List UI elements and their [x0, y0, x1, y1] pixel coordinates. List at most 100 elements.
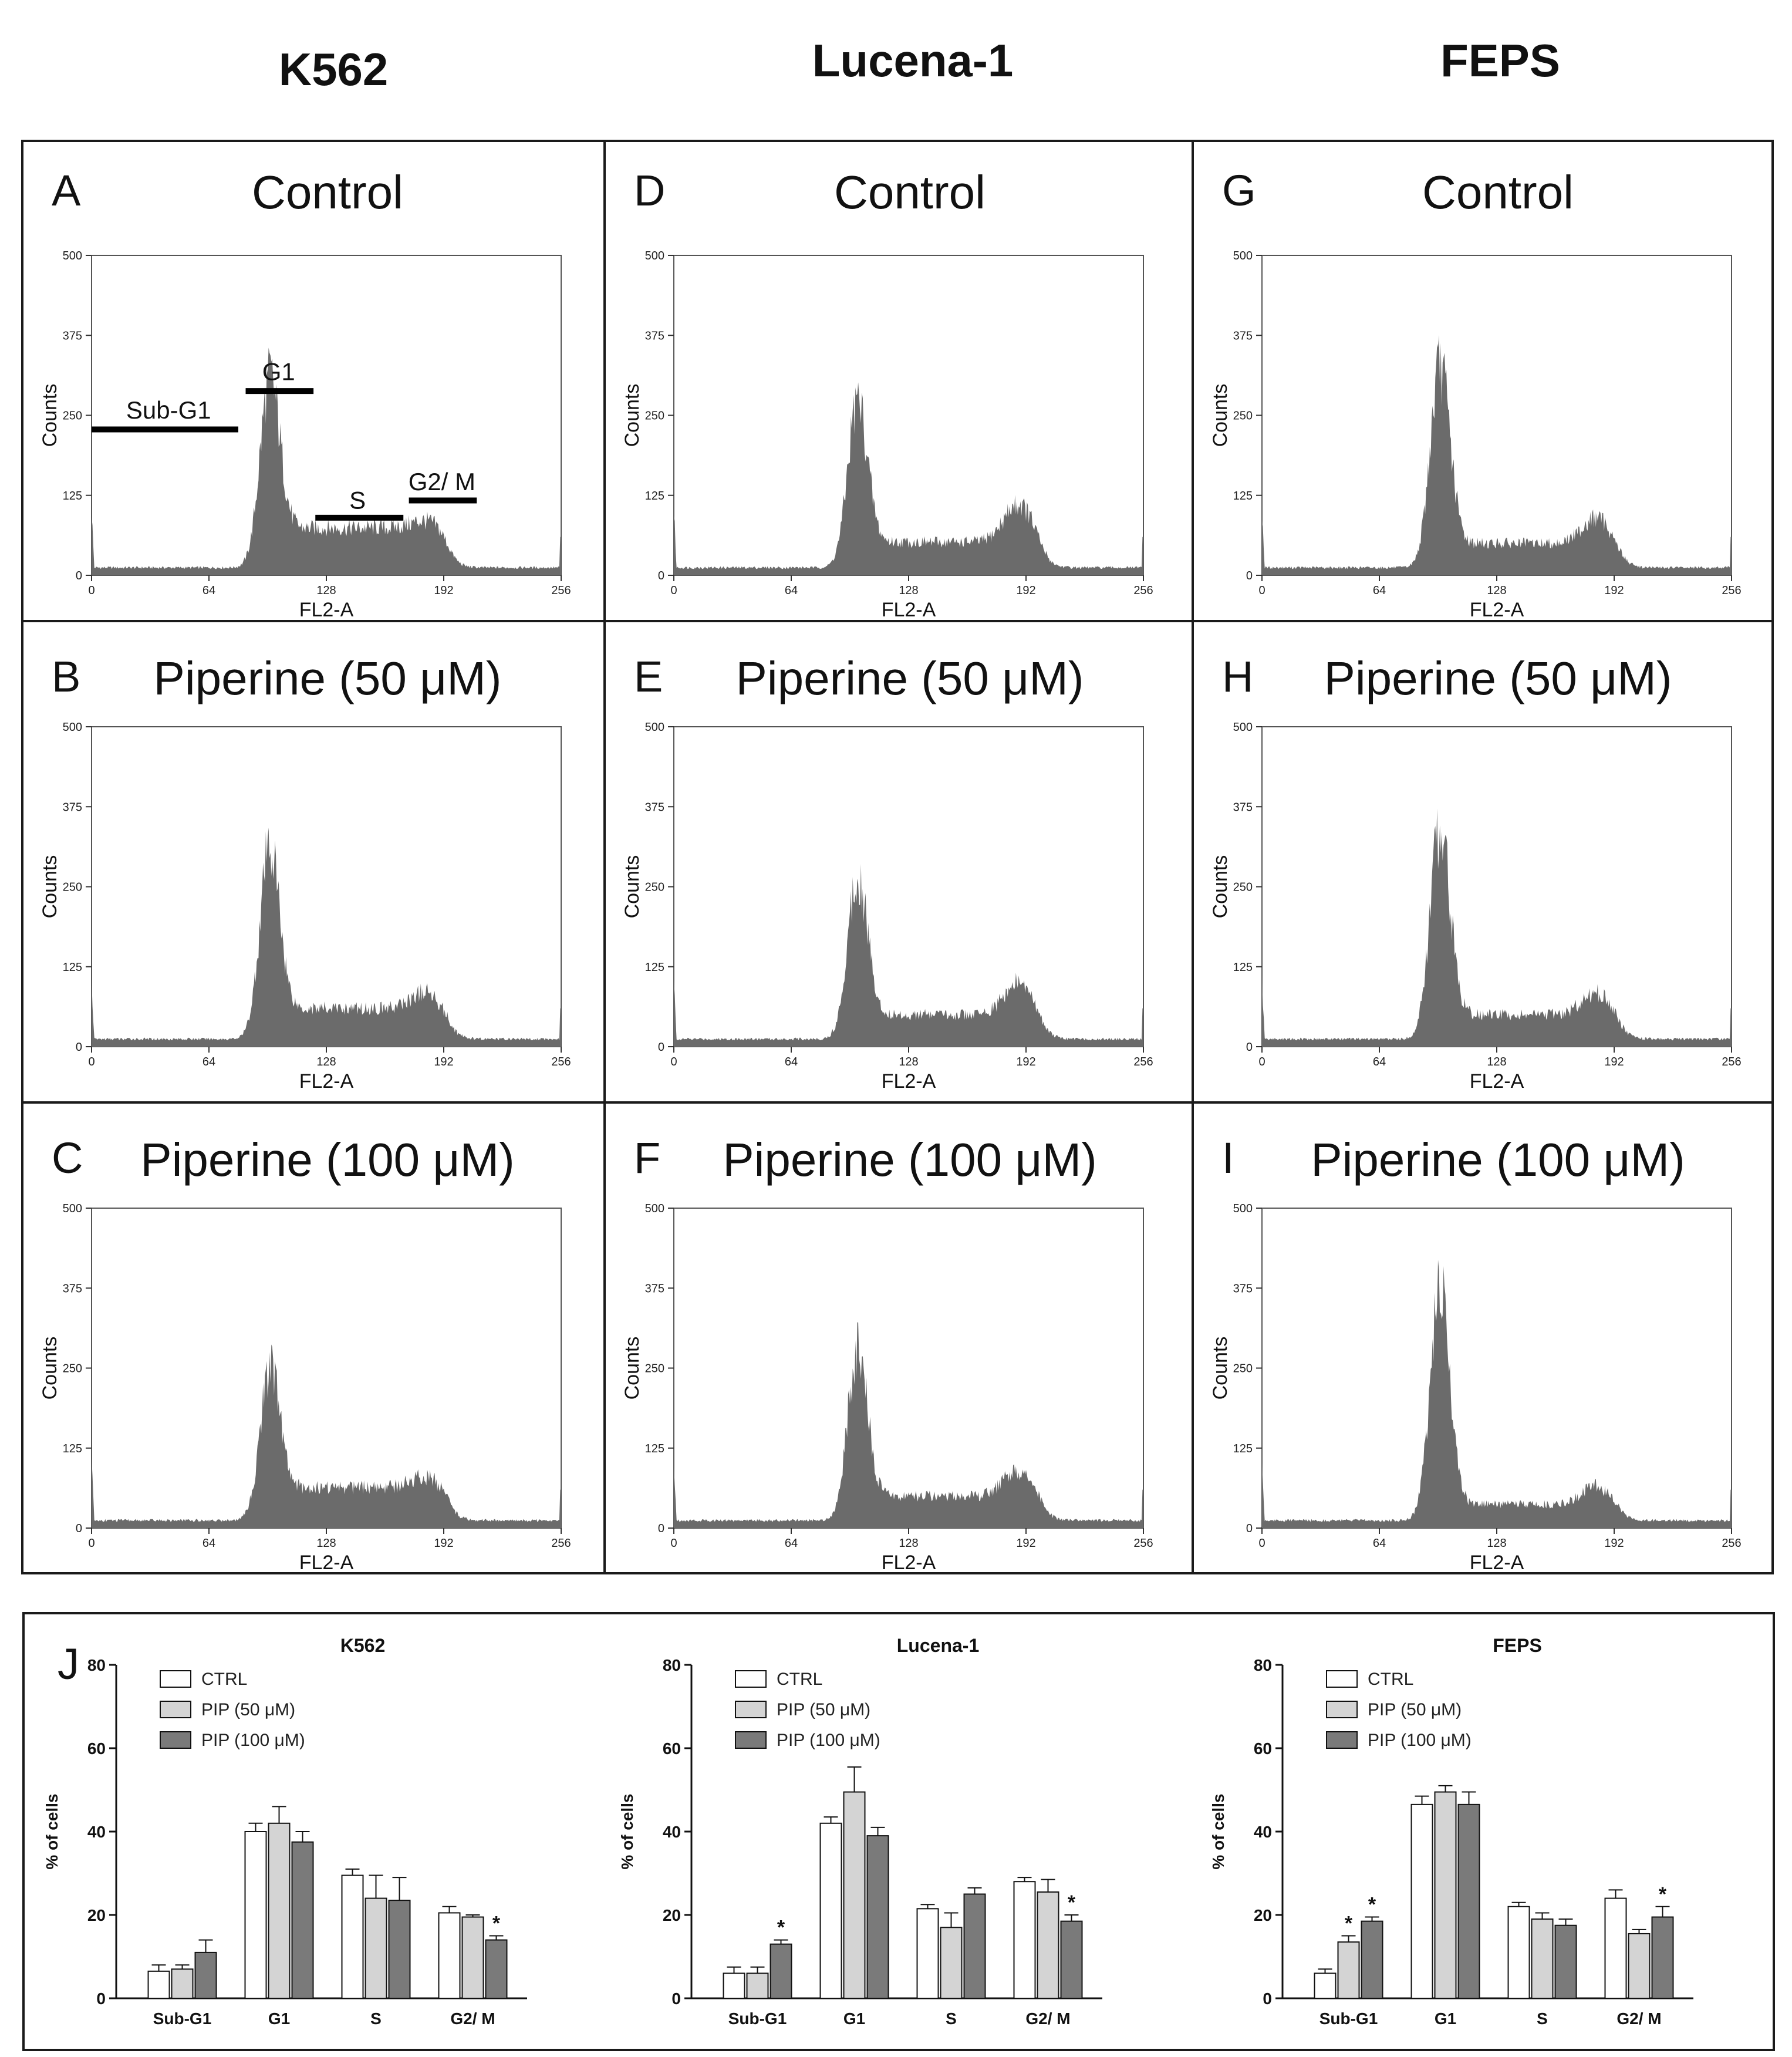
- x-tick-label: 128: [1487, 584, 1506, 597]
- gate-label-s: S: [349, 487, 366, 514]
- bar-pip50: [1337, 1941, 1360, 1999]
- histogram-grid-frame: [21, 140, 1774, 1574]
- y-tick-label: 60: [87, 1739, 106, 1758]
- y-tick-label: 375: [63, 1282, 82, 1295]
- x-category-label: G1: [1435, 2009, 1456, 2028]
- y-tick-label: 500: [1233, 249, 1253, 262]
- y-tick-label: 20: [87, 1906, 106, 1924]
- x-tick-label: 128: [1487, 1056, 1506, 1068]
- x-tick-label: 64: [785, 584, 798, 597]
- histogram-panel-a: A Control 0 125 250 375 500 0 64 128 192 256 FL2-A Co…: [39, 166, 571, 621]
- column-header-k562: K562: [279, 43, 388, 95]
- x-tick-label: 64: [1373, 1056, 1386, 1068]
- x-category-label: Sub-G1: [1319, 2009, 1378, 2028]
- y-axis-label: Counts: [1209, 1337, 1231, 1400]
- x-tick-label: 192: [1604, 584, 1624, 597]
- x-tick-label: 192: [434, 1537, 453, 1550]
- legend-label: PIP (50 μM): [201, 1700, 295, 1719]
- significance-marker: *: [777, 1917, 785, 1939]
- y-tick-label: 0: [76, 569, 82, 582]
- y-tick-label: 250: [1233, 1363, 1253, 1375]
- y-tick-label: 80: [663, 1656, 681, 1674]
- y-tick-label: 375: [63, 329, 82, 342]
- y-axis-label: Counts: [1209, 855, 1231, 919]
- bar-pip50: [461, 1916, 484, 1999]
- panel-letter: G: [1222, 166, 1256, 215]
- legend-label: PIP (100 μM): [1368, 1731, 1472, 1750]
- panel-title: Control: [252, 166, 403, 218]
- histogram-panel-e: E Piperine (50 μM) 0 125 250 375 500 0 64 128 192 2…: [621, 652, 1153, 1092]
- column-header-feps: FEPS: [1440, 35, 1560, 86]
- panel-title: Control: [834, 166, 986, 218]
- x-category-label: G2/ M: [1616, 2009, 1661, 2028]
- x-tick-label: 256: [1133, 1537, 1153, 1550]
- bar-ctrl: [1410, 1803, 1433, 1999]
- y-tick-label: 0: [76, 1522, 82, 1535]
- legend-label: PIP (50 μM): [777, 1700, 870, 1719]
- x-tick-label: 0: [670, 1537, 677, 1550]
- y-tick-label: 375: [645, 329, 664, 342]
- legend-swatch: [1326, 1731, 1358, 1749]
- y-axis-label: Counts: [1209, 384, 1231, 447]
- bar-ctrl: [341, 1874, 364, 1999]
- bar-pip100: [866, 1835, 889, 1999]
- bar-ctrl: [1604, 1897, 1627, 1999]
- x-tick-label: 0: [670, 584, 677, 597]
- x-category-label: Sub-G1: [153, 2009, 212, 2028]
- x-tick-label: 192: [1604, 1056, 1624, 1068]
- bar-pip50: [1531, 1918, 1554, 1999]
- y-tick-label: 40: [87, 1823, 106, 1841]
- bar-pip100: [1060, 1920, 1083, 1999]
- y-axis-label: % of cells: [1209, 1793, 1227, 1869]
- x-tick-label: 128: [899, 584, 918, 597]
- x-category-label: S: [1537, 2009, 1548, 2028]
- x-category-label: G2/ M: [1025, 2009, 1070, 2028]
- panel-title: Control: [1422, 166, 1574, 218]
- histogram-area-lucena-1: [674, 864, 1143, 1047]
- bar-pip50: [268, 1822, 291, 1999]
- y-tick-label: 250: [645, 881, 664, 894]
- bar-chart-k562: K562 0 20 40 60 80 % of cells CTRL PIP (50 μM) PI…: [43, 1635, 527, 2028]
- y-axis-label: Counts: [39, 855, 61, 919]
- x-tick-label: 256: [1722, 1056, 1741, 1068]
- y-tick-label: 20: [663, 1906, 681, 1924]
- legend-swatch: [160, 1701, 191, 1718]
- panel-title: Piperine (100 μM): [1311, 1134, 1685, 1186]
- y-tick-label: 40: [1254, 1823, 1272, 1841]
- panel-title: Piperine (50 μM): [736, 652, 1084, 704]
- panel-letter: H: [1222, 652, 1253, 701]
- bar-pip50: [365, 1897, 387, 1999]
- y-tick-label: 0: [658, 569, 664, 582]
- y-axis-label: Counts: [621, 384, 643, 447]
- panel-j-frame: [22, 1612, 1775, 2051]
- bar-chart-title: Lucena-1: [897, 1635, 979, 1656]
- legend-label: CTRL: [777, 1670, 822, 1689]
- bar-pip100: [485, 1939, 508, 1999]
- bar-ctrl: [819, 1822, 842, 1999]
- histogram-area-lucena-1: [674, 1322, 1143, 1528]
- y-tick-label: 375: [1233, 329, 1253, 342]
- x-axis-label: FL2-A: [1470, 1070, 1524, 1092]
- y-tick-label: 500: [63, 1202, 82, 1215]
- x-tick-label: 192: [1016, 1537, 1035, 1550]
- panel-letter: A: [52, 166, 81, 215]
- x-tick-label: 192: [434, 1056, 453, 1068]
- bar-ctrl: [723, 1972, 745, 1999]
- panel-j-letter: J: [58, 1640, 79, 1688]
- y-tick-label: 125: [1233, 1442, 1253, 1455]
- histogram-panel-d: D Control 0 125 250 375 500 0 64 128 192 256 FL2-A Co…: [621, 166, 1153, 621]
- panel-title: Piperine (100 μM): [140, 1134, 514, 1186]
- x-axis-label: FL2-A: [1470, 599, 1524, 621]
- x-tick-label: 64: [785, 1537, 798, 1550]
- y-tick-label: 375: [1233, 801, 1253, 814]
- histogram-area-k562: [92, 1344, 561, 1528]
- y-tick-label: 250: [63, 410, 82, 423]
- x-tick-label: 64: [203, 1537, 215, 1550]
- x-tick-label: 0: [88, 1056, 95, 1068]
- legend-swatch: [160, 1731, 191, 1749]
- legend-swatch: [1326, 1701, 1358, 1718]
- y-tick-label: 125: [645, 1442, 664, 1455]
- x-tick-label: 192: [1604, 1537, 1624, 1550]
- y-tick-label: 60: [663, 1739, 681, 1758]
- y-tick-label: 80: [1254, 1656, 1272, 1674]
